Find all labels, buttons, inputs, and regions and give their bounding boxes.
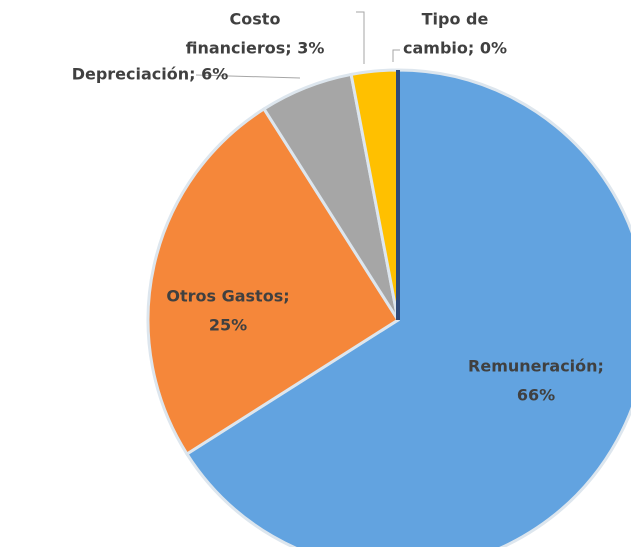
data-label: 25% xyxy=(209,316,247,335)
leader-line xyxy=(356,11,365,64)
leader-line xyxy=(392,49,400,62)
pie-slice xyxy=(184,68,631,547)
leader-line xyxy=(195,74,301,79)
data-label: cambio; 0% xyxy=(403,39,507,58)
data-label: 66% xyxy=(517,386,555,405)
pie-slice xyxy=(146,106,401,457)
data-label: Otros Gastos; xyxy=(166,287,289,306)
data-label: Remuneración; xyxy=(468,357,604,376)
data-label: Costo xyxy=(230,10,281,29)
data-label: Tipo de xyxy=(422,10,489,29)
data-label: Depreciación; 6% xyxy=(72,65,229,84)
data-label: financieros; 3% xyxy=(186,39,325,58)
pie xyxy=(146,68,631,547)
